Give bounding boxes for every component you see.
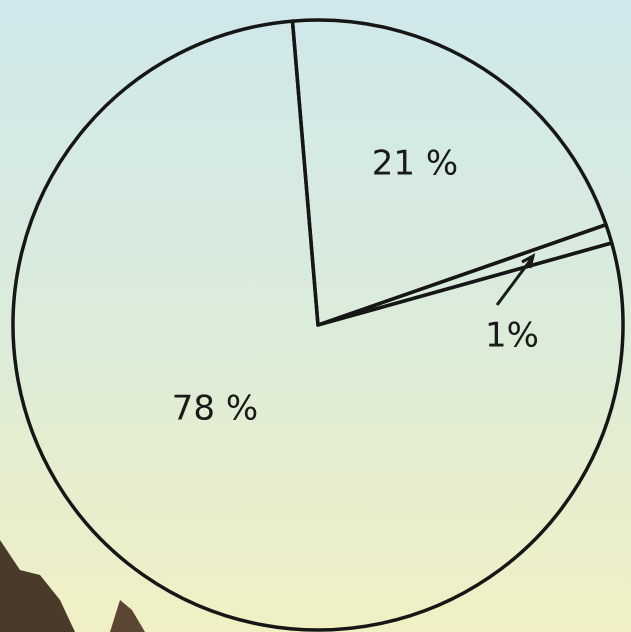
pie-slice (290, 18, 608, 327)
rock (110, 600, 145, 632)
pie-slice (11, 19, 625, 632)
slice-label: 21 % (372, 144, 458, 184)
pie: 21 % 1% 78 % (11, 18, 625, 632)
slice-label: 1% (485, 316, 539, 356)
rock (0, 540, 75, 632)
pointer-arrow (495, 253, 536, 306)
slice-label: 78 % (172, 389, 258, 429)
